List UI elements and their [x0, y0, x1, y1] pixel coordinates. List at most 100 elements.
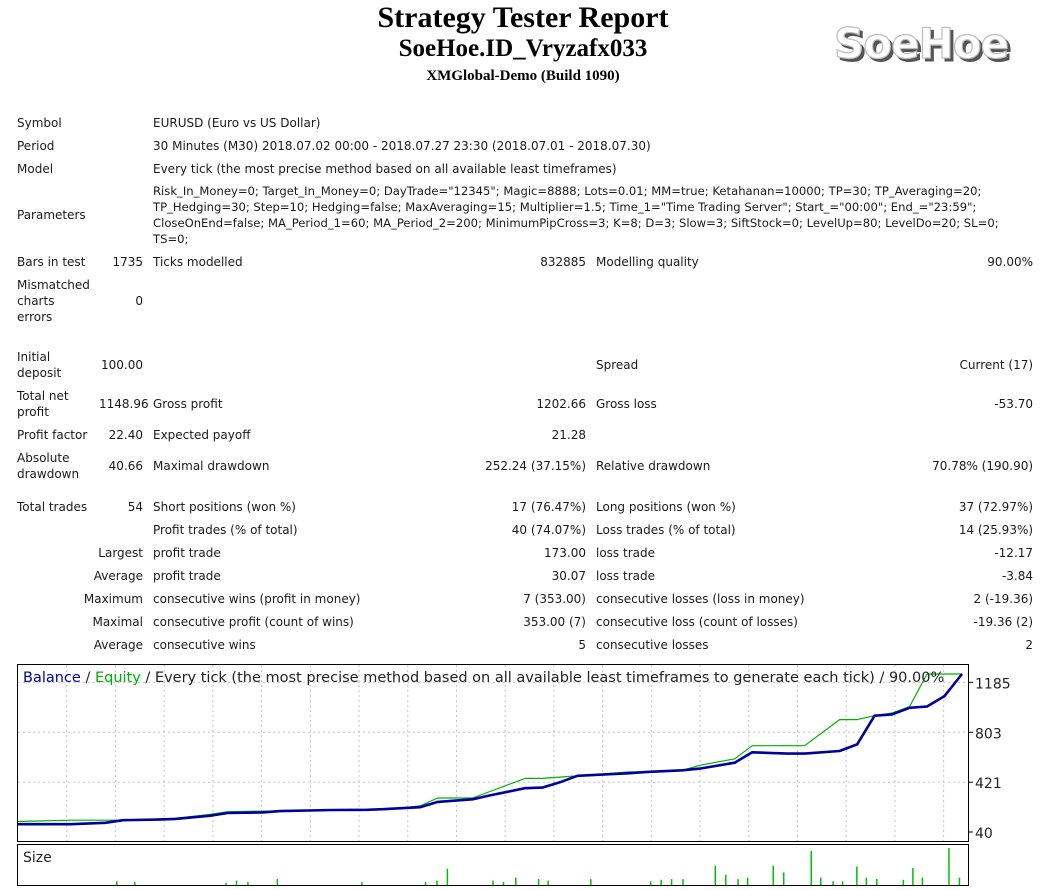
size-label: Size: [23, 850, 52, 866]
deposit-label: Initial deposit: [17, 350, 62, 380]
max-consecutive-losses-value: 2 (-19.36): [973, 591, 1034, 606]
average-label: Average: [93, 568, 143, 583]
row-average-consecutive: Average consecutive wins 5 consecutive l…: [12, 633, 1038, 656]
long-positions-value: 37 (72.97%): [958, 499, 1034, 514]
row-profit-trades: Profit trades (% of total) 40 (74.07%) L…: [12, 518, 1038, 541]
y-tick-label: 421: [975, 776, 1002, 792]
report-title: Strategy Tester Report: [377, 1, 669, 34]
expert-name: SoeHoe.ID_Vryzafx033: [398, 35, 648, 62]
bars-value: 1735: [112, 254, 143, 269]
legend-equity: Equity: [95, 670, 141, 686]
maximal-consecutive-profit-label: consecutive profit (count of wins): [153, 614, 354, 629]
short-positions-value: 17 (76.47%): [511, 499, 586, 514]
row-mismatch: Mismatched charts errors 0: [12, 273, 1038, 328]
row-model: Model Every tick (the most precise metho…: [12, 157, 1038, 180]
row-largest: Largest profit trade 173.00 loss trade -…: [12, 541, 1038, 564]
largest-loss-value: -12.17: [994, 545, 1034, 560]
legend-sep-2: /: [141, 670, 155, 686]
maximal-drawdown-label: Maximal drawdown: [153, 458, 270, 473]
maximum-label: Maximum: [83, 591, 143, 606]
avg-consecutive-wins-value: 5: [578, 637, 586, 652]
row-total-trades: Total trades 54 Short positions (won %) …: [12, 495, 1038, 518]
ticks-label: Ticks modelled: [153, 254, 243, 269]
row-parameters: Parameters Risk_In_Money=0; Target_In_Mo…: [12, 180, 1038, 250]
svg-text:SoeHoe: SoeHoe: [834, 22, 1008, 68]
model-label: Model: [17, 161, 54, 176]
parameters-label: Parameters: [17, 208, 86, 222]
relative-drawdown-value: 70.78% (190.90): [932, 458, 1034, 473]
symbol-value: EURUSD (Euro vs US Dollar): [153, 115, 321, 130]
short-positions-label: Short positions (won %): [153, 499, 296, 514]
row-maximal: Maximal consecutive profit (count of win…: [12, 610, 1038, 633]
row-bars: Bars in test 1735 Ticks modelled 832885 …: [12, 250, 1038, 273]
largest-loss-label: loss trade: [596, 545, 655, 560]
total-trades-label: Total trades: [17, 499, 88, 514]
y-tick-label: 803: [975, 726, 1002, 742]
quality-value: 90.00%: [987, 254, 1034, 269]
average-consecutive-label: Average: [93, 637, 143, 652]
legend-balance: Balance: [23, 670, 81, 686]
gross-loss-value: -53.70: [994, 396, 1034, 411]
largest-profit-label: profit trade: [153, 545, 221, 560]
deposit-value: 100.00: [101, 358, 143, 372]
largest-label: Largest: [98, 545, 143, 560]
gross-profit-value: 1202.66: [536, 396, 586, 411]
maximal-drawdown-value: 252.24 (37.15%): [485, 458, 586, 473]
avg-consecutive-wins-label: consecutive wins: [153, 637, 256, 652]
relative-drawdown-label: Relative drawdown: [596, 458, 711, 473]
balance-line: [18, 673, 964, 826]
y-axis-ticks: 40 421 803 1185: [968, 676, 1011, 842]
profit-factor-value: 22.40: [108, 427, 143, 442]
size-bars: [116, 848, 961, 885]
chart-series: [17, 673, 964, 826]
profit-factor-label: Profit factor: [17, 427, 88, 442]
ticks-value: 832885: [540, 254, 586, 269]
period-label: Period: [17, 138, 55, 153]
long-positions-label: Long positions (won %): [596, 499, 736, 514]
largest-profit-value: 173.00: [544, 545, 586, 560]
gross-loss-label: Gross loss: [596, 396, 657, 411]
avg-consecutive-losses-label: consecutive losses: [596, 637, 709, 652]
expected-payoff-label: Expected payoff: [153, 427, 251, 442]
row-net-profit: Total net profit 1148.96 Gross profit 12…: [12, 384, 1038, 423]
report-table: Symbol EURUSD (Euro vs US Dollar) Period…: [12, 111, 1038, 656]
soehoe-logo: SoeHoe SoeHoe: [833, 22, 1012, 72]
row-profit-factor: Profit factor 22.40 Expected payoff 21.2…: [12, 423, 1038, 446]
row-average: Average profit trade 30.07 loss trade -3…: [12, 564, 1038, 587]
model-value: Every tick (the most precise method base…: [153, 161, 617, 176]
gross-profit-label: Gross profit: [153, 396, 223, 411]
quality-label: Modelling quality: [596, 254, 699, 269]
legend-description: Every tick (the most precise method base…: [155, 670, 944, 686]
y-tick-label: 1185: [975, 676, 1011, 692]
spread-value: Current (17): [959, 358, 1034, 372]
absolute-drawdown-label: Absolute drawdown: [17, 450, 80, 481]
profit-trades-label: Profit trades (% of total): [153, 522, 298, 537]
y-tick-label: 40: [975, 826, 993, 842]
symbol-label: Symbol: [17, 115, 62, 130]
period-value: 30 Minutes (M30) 2018.07.02 00:00 - 2018…: [153, 138, 651, 153]
average-profit-label: profit trade: [153, 568, 221, 583]
max-consecutive-wins-label: consecutive wins (profit in money): [153, 591, 361, 606]
expected-payoff-value: 21.28: [551, 427, 586, 442]
net-profit-label: Total net profit: [17, 388, 69, 419]
average-loss-value: -3.84: [1001, 568, 1034, 583]
mismatch-label: Mismatched charts errors: [17, 277, 90, 324]
loss-trades-value: 14 (25.93%): [958, 522, 1034, 537]
net-profit-value: 1148.96: [99, 396, 149, 411]
maximal-consecutive-loss-label: consecutive loss (count of losses): [596, 614, 798, 629]
row-deposit: Initial deposit 100.00 Spread Current (1…: [12, 346, 1038, 384]
loss-trades-label: Loss trades (% of total): [596, 522, 736, 537]
legend-sep-1: /: [81, 670, 95, 686]
server-build: XMGlobal-Demo (Build 1090): [426, 68, 620, 84]
average-profit-value: 30.07: [551, 568, 586, 583]
average-loss-label: loss trade: [596, 568, 655, 583]
mismatch-value: 0: [135, 293, 143, 308]
bars-label: Bars in test: [17, 254, 86, 269]
maximal-consecutive-loss-value: -19.36 (2): [973, 614, 1034, 629]
profit-trades-value: 40 (74.07%): [511, 522, 586, 537]
maximal-label: Maximal: [92, 614, 143, 629]
maximal-consecutive-profit-value: 353.00 (7): [523, 614, 586, 629]
chart-legend: Balance / Equity / Every tick (the most …: [23, 670, 944, 686]
size-frame: [17, 844, 969, 886]
row-period: Period 30 Minutes (M30) 2018.07.02 00:00…: [12, 134, 1038, 157]
